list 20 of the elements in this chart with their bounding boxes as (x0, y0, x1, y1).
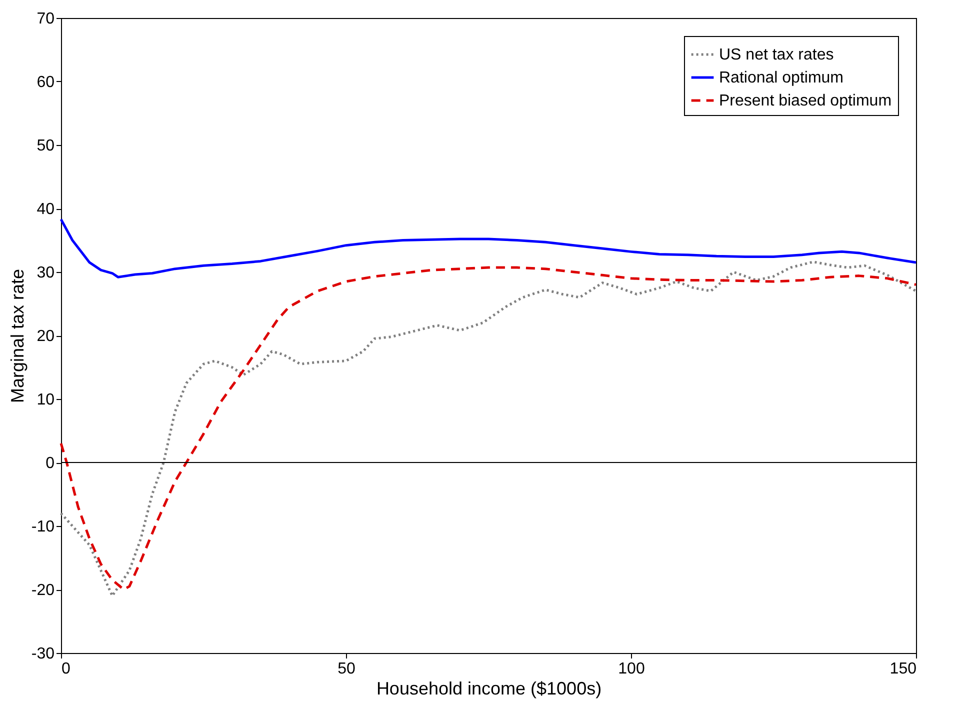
y-tick-label: 70 (36, 10, 55, 28)
x-tick-label: 0 (62, 660, 70, 678)
x-tick-label: 50 (338, 660, 356, 678)
x-tick-label: 150 (890, 660, 917, 678)
y-tick-label: 40 (36, 201, 55, 218)
y-tick-label: 20 (36, 328, 55, 345)
x-tick-label: 100 (618, 660, 645, 678)
y-tick-label: 10 (36, 392, 55, 408)
y-tick-label: -10 (31, 518, 55, 536)
y-axis-title: Marginal tax rate (7, 268, 28, 404)
y-tick-label: 50 (36, 138, 55, 154)
y-tick-label: 0 (46, 455, 55, 472)
y-tick-label: 60 (36, 74, 55, 91)
legend-label: US net tax rates (719, 46, 834, 64)
y-tick-label: 30 (36, 264, 55, 282)
y-tick-label: -30 (31, 646, 55, 662)
y-tick-label: -20 (31, 582, 55, 599)
legend-label: Present biased optimum (719, 92, 892, 110)
x-axis-title: Household income ($1000s) (376, 678, 602, 698)
legend-label: Rational optimum (719, 70, 844, 86)
